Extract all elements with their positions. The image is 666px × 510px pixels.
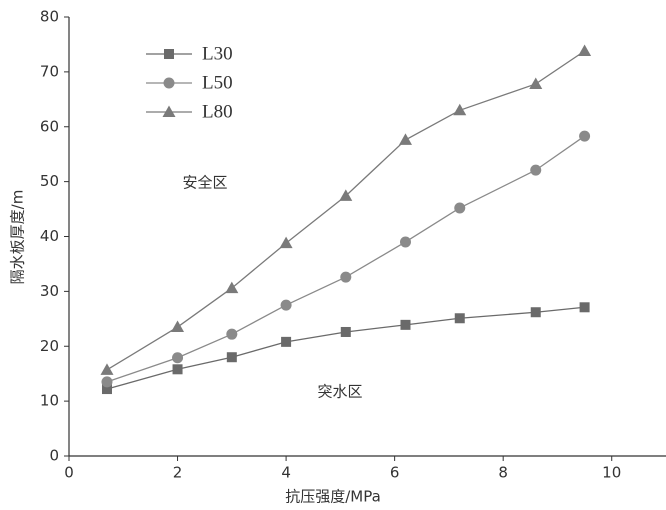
marker (530, 307, 541, 318)
marker (454, 202, 466, 214)
legend-marker (164, 49, 174, 59)
y-tick-label: 0 (49, 447, 59, 465)
legend: L30 L50 L80 (146, 43, 233, 122)
marker (579, 302, 590, 313)
marker (340, 326, 351, 337)
x-tick-label: 0 (64, 464, 74, 482)
y-tick-label: 70 (40, 62, 59, 80)
x-axis-label: 抗压强度/MPa (285, 488, 381, 506)
y-tick-label: 50 (40, 172, 59, 190)
marker (225, 281, 239, 294)
marker (226, 352, 237, 363)
x-tick-label: 8 (498, 464, 508, 482)
marker (579, 130, 591, 142)
annotation: 安全区 (182, 174, 227, 192)
legend-label: L80 (202, 101, 233, 122)
marker (226, 328, 238, 340)
y-tick-label: 80 (40, 8, 59, 26)
y-axis-label: 隔水板厚度/m (9, 190, 27, 285)
marker (400, 319, 411, 330)
marker (281, 336, 292, 347)
y-tick-label: 40 (40, 227, 59, 245)
marker (399, 236, 411, 248)
marker (172, 364, 183, 375)
marker (100, 363, 114, 375)
y-tick-label: 60 (40, 117, 59, 135)
marker (398, 133, 412, 145)
legend-marker (163, 77, 175, 89)
x-tick-label: 4 (281, 464, 291, 482)
legend-label: L30 (202, 43, 233, 64)
x-tick-label: 10 (602, 464, 621, 482)
marker (101, 384, 112, 395)
marker (530, 164, 542, 176)
y-tick-label: 10 (40, 392, 59, 410)
marker (279, 236, 293, 249)
series-line (106, 306, 585, 390)
marker (172, 352, 184, 364)
y-tick-label: 20 (40, 337, 59, 355)
marker (171, 320, 185, 333)
x-tick-label: 2 (173, 464, 183, 482)
marker (578, 44, 592, 57)
series-line (106, 50, 585, 371)
marker (453, 103, 467, 116)
marker (529, 77, 543, 89)
marker (454, 313, 465, 324)
legend-marker (162, 105, 176, 117)
annotation: 突水区 (317, 383, 362, 401)
x-tick-label: 6 (390, 464, 400, 482)
marker (340, 271, 352, 283)
marker (280, 299, 292, 311)
marker (101, 376, 113, 388)
y-tick-label: 30 (40, 282, 59, 300)
series-line (106, 135, 585, 383)
marker (339, 189, 353, 201)
legend-label: L50 (202, 72, 233, 93)
